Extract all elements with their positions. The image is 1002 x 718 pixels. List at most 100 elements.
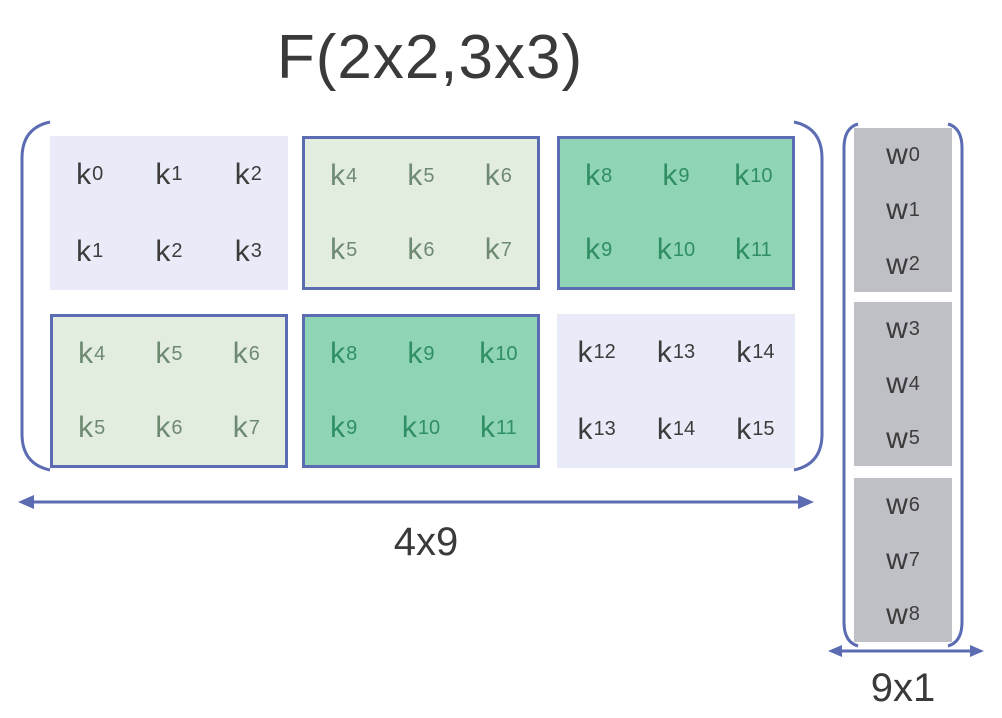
- kernel-symbol: k: [78, 337, 94, 370]
- kernel-index: 9: [678, 164, 690, 187]
- kernel-symbol: k: [484, 233, 500, 266]
- kernel-symbol: k: [736, 412, 752, 446]
- weight-index: 7: [908, 548, 920, 571]
- kernel-element: k 13: [557, 391, 636, 468]
- kernel-symbol: k: [662, 159, 678, 192]
- kernel-index: 11: [750, 238, 772, 261]
- weight-index: 0: [908, 143, 920, 166]
- kernel-index: 8: [346, 342, 358, 365]
- kernel-symbol: k: [76, 234, 92, 268]
- kernel-index: 6: [500, 164, 512, 187]
- vector-left-bracket: [842, 122, 859, 648]
- vector-right-bracket: [947, 122, 964, 648]
- kernel-symbol: k: [736, 335, 752, 369]
- weight-symbol: w: [886, 193, 908, 226]
- weight-index: 1: [908, 198, 920, 221]
- kernel-index: 1: [171, 163, 183, 185]
- kernel-index: 7: [500, 238, 512, 261]
- weight-index: 3: [908, 317, 920, 340]
- kernel-element: k 11: [715, 213, 792, 287]
- weight-symbol: w: [886, 597, 908, 631]
- kernel-element: k 14: [636, 391, 715, 468]
- kernel-symbol: k: [155, 411, 171, 444]
- kernel-index: 8: [601, 164, 613, 187]
- kernel-index: 5: [423, 164, 435, 187]
- kernel-index: 0: [92, 163, 104, 185]
- kernel-symbol: k: [155, 157, 171, 191]
- kernel-symbol: k: [479, 411, 495, 444]
- kernel-index: 14: [672, 418, 696, 440]
- kernel-index: 6: [423, 238, 435, 261]
- kernel-index: 3: [250, 240, 262, 262]
- kernel-element: k 10: [715, 139, 792, 213]
- kernel-symbol: k: [232, 411, 248, 444]
- weight-index: 4: [908, 372, 920, 395]
- kernel-element: k 14: [716, 314, 795, 391]
- kernel-element: k 10: [460, 317, 537, 391]
- kernel-element: k 11: [460, 391, 537, 465]
- kernel-index: 10: [417, 416, 441, 439]
- weight-symbol: w: [886, 312, 908, 346]
- matrix-dimension-label: 4x9: [393, 520, 459, 564]
- kernel-symbol: k: [232, 337, 248, 370]
- kernel-symbol: k: [407, 233, 423, 266]
- kernel-index: 10: [495, 342, 518, 365]
- kernel-index: 5: [94, 416, 106, 439]
- weight-index: 8: [908, 603, 920, 626]
- kernel-index: 2: [171, 240, 183, 262]
- kernel-index: 4: [94, 342, 106, 365]
- matrix-left-bracket: [20, 120, 51, 472]
- kernel-symbol: k: [479, 337, 495, 370]
- kernel-index: 6: [171, 416, 183, 439]
- kernel-symbol: k: [76, 157, 92, 191]
- kernel-index: 15: [752, 418, 775, 440]
- kernel-block-1-2: k 12 k 13 k 14 k 13 k 14 k 15: [557, 314, 795, 468]
- matrix-right-bracket: [793, 120, 824, 472]
- kernel-symbol: k: [585, 159, 601, 192]
- kernel-element: k 15: [716, 391, 795, 468]
- kernel-index: 5: [346, 238, 358, 261]
- weight-symbol: w: [886, 247, 908, 281]
- weight-symbol: w: [886, 421, 908, 455]
- kernel-index: 2: [250, 163, 262, 185]
- kernel-index: 11: [495, 416, 517, 439]
- kernel-symbol: k: [734, 233, 750, 266]
- kernel-symbol: k: [577, 412, 593, 446]
- weight-symbol: w: [886, 488, 908, 522]
- kernel-symbol: k: [401, 411, 417, 444]
- weight-symbol: w: [886, 138, 908, 172]
- vector-width-arrow: [828, 645, 984, 657]
- kernel-index: 4: [346, 164, 358, 187]
- kernel-symbol: k: [656, 335, 672, 369]
- vector-dimension-label: 9x1: [870, 666, 936, 710]
- matrix-width-arrow: [18, 495, 814, 509]
- kernel-index: 13: [593, 418, 616, 440]
